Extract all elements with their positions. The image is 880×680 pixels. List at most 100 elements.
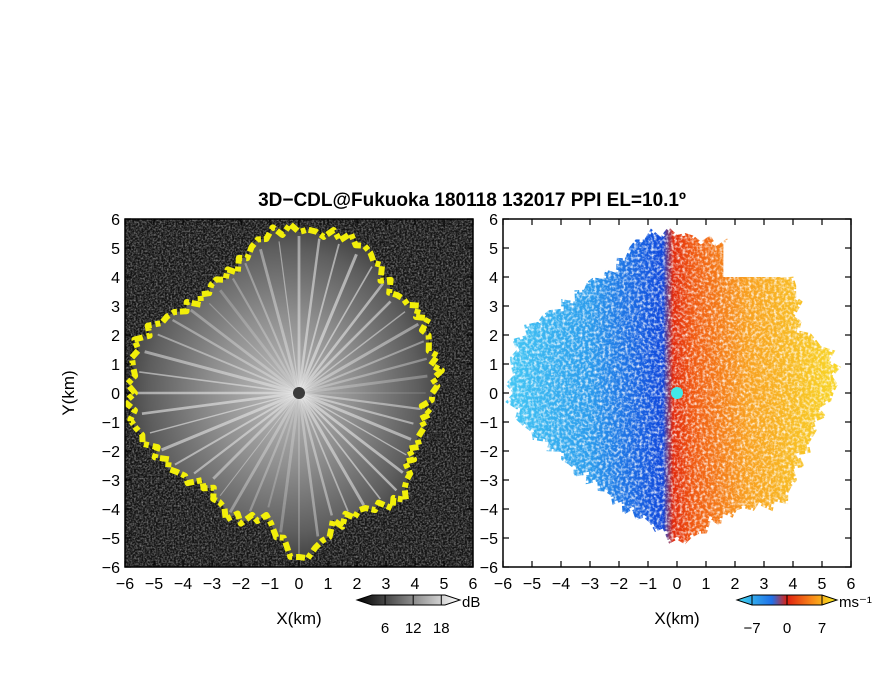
reflectivity-ray — [231, 277, 300, 394]
reflectivity-ray — [228, 392, 301, 514]
velocity-echo-edge — [503, 222, 846, 548]
reflectivity-ray — [298, 392, 349, 512]
x-tick-label: −3 — [203, 576, 221, 593]
reflectivity-ray — [259, 248, 301, 394]
x-tick-label: −4 — [174, 576, 192, 593]
x-tick-label: 1 — [702, 576, 711, 593]
reflectivity-ray — [297, 253, 358, 394]
x-tick-label: 2 — [731, 576, 740, 593]
reflectivity-colorbar: 6 12 18 dB — [355, 594, 480, 637]
reflectivity-ray — [267, 392, 300, 508]
chart-title: 3D−CDL@Fukuoka 180118 132017 PPI EL=10.1… — [258, 190, 686, 211]
velocity-panel: −6 −5 −4 −3 −2 −1 0 1 2 3 4 5 6 6 5 4 3 2 1 0 −1 −2 −3 −4 −5 −6 X… — [480, 212, 856, 628]
reflectivity-ray — [297, 392, 320, 537]
reflectivity-ray — [174, 392, 300, 466]
reflectivity-ray — [278, 241, 300, 394]
colorbar-tick-label: 12 — [405, 620, 422, 637]
velocity-colorbar: −7 0 7 ms⁻¹ — [735, 594, 872, 637]
colorbar-unit-right: ms⁻¹ — [839, 594, 872, 611]
x-tick-label: 4 — [411, 576, 420, 593]
reflectivity-ray — [141, 391, 300, 416]
reflectivity-ray — [298, 374, 428, 395]
x-tick-label: 2 — [353, 576, 362, 593]
reflectivity-ray — [157, 333, 300, 394]
velocity-speckle — [505, 226, 842, 545]
y-tick-label: 6 — [111, 212, 120, 229]
reflectivity-ray — [298, 391, 414, 425]
colorbar-unit: dB — [462, 594, 480, 611]
colorbar-tick-label: −7 — [743, 620, 760, 637]
y-tick-label: 1 — [489, 357, 498, 374]
reflectivity-ray — [298, 391, 404, 474]
y-tick-label: −4 — [102, 502, 120, 519]
y-tick-label: −3 — [102, 473, 120, 490]
reflectivity-ray — [298, 243, 340, 394]
x-tick-label: 0 — [295, 576, 304, 593]
reflectivity-ray — [139, 371, 300, 394]
x-tick-label: −1 — [261, 576, 279, 593]
x-tick-label: 1 — [324, 576, 333, 593]
y-tick-label: 4 — [111, 270, 120, 287]
x-tick-label: 6 — [847, 576, 856, 593]
reflectivity-ray — [297, 282, 384, 394]
reflectivity-ray — [298, 311, 406, 394]
x-tick-label: 0 — [673, 576, 682, 593]
x-tick-label: 5 — [818, 576, 827, 593]
y-tick-label: 5 — [111, 241, 120, 258]
y-tick-label: 6 — [489, 212, 498, 229]
reflectivity-ray — [248, 392, 301, 512]
reflectivity-ray — [298, 391, 421, 411]
colorbar-tick-label: 7 — [818, 620, 826, 637]
reflectivity-ray — [279, 392, 301, 533]
reflectivity-ray — [297, 392, 334, 516]
reflectivity-ray — [297, 392, 366, 506]
x-tick-label: −3 — [581, 576, 599, 593]
y-tick-label: 0 — [111, 386, 120, 403]
velocity-missing-region — [723, 242, 788, 277]
y-tick-label: −2 — [480, 444, 498, 461]
y-tick-label: 5 — [489, 241, 498, 258]
reflectivity-ray — [149, 392, 300, 434]
y-tick-label: 1 — [111, 357, 120, 374]
reflectivity-ray — [144, 350, 300, 395]
reflectivity-ray — [298, 266, 373, 394]
colorbar-gray-body — [355, 594, 462, 606]
y-tick-label: 3 — [489, 299, 498, 316]
x-tick-label: 6 — [469, 576, 478, 593]
x-tick-label: 5 — [440, 576, 449, 593]
x-tick-label: 4 — [789, 576, 798, 593]
y-tick-label: 2 — [489, 328, 498, 345]
reflectivity-ray — [298, 300, 392, 394]
reflectivity-ray — [171, 318, 300, 395]
x-tick-label: −2 — [232, 576, 250, 593]
velocity-axes: −6 −5 −4 −3 −2 −1 0 1 2 3 4 5 6 6 5 4 3 2 1 0 −1 −2 −3 −4 −5 −6 — [480, 212, 856, 593]
reflectivity-ray — [189, 308, 300, 395]
x-tick-label: −2 — [610, 576, 628, 593]
x-tick-label: −6 — [494, 576, 512, 593]
reflectivity-ray — [298, 340, 425, 394]
reflectivity-ray — [298, 392, 398, 492]
x-axis-label: X(km) — [276, 609, 321, 628]
reflectivity-ray — [160, 391, 300, 452]
y-tick-label: −5 — [480, 531, 498, 548]
reflectivity-ray — [244, 262, 300, 394]
reflectivity-ray — [208, 302, 300, 394]
y-tick-label: −1 — [480, 415, 498, 432]
y-tick-label: −6 — [480, 560, 498, 577]
reflectivity-echo-edge — [125, 221, 445, 562]
y-tick-label: −6 — [102, 560, 120, 577]
y-tick-label: 3 — [111, 299, 120, 316]
velocity-site-marker — [671, 387, 683, 399]
x-tick-label: −1 — [639, 576, 657, 593]
reflectivity-panel: −6 −5 −4 −3 −2 −1 0 1 2 3 4 5 6 6 5 4 3 2 1 0 −1 −2 −3 −4 −5 −6 X… — [59, 212, 478, 628]
radar-site-marker — [293, 387, 305, 399]
x-tick-label: −5 — [523, 576, 541, 593]
reflectivity-ray — [298, 322, 420, 395]
reflectivity-ray — [219, 289, 301, 394]
reflectivity-ray — [193, 392, 300, 475]
y-tick-label: −2 — [102, 444, 120, 461]
y-tick-label: −1 — [102, 415, 120, 432]
x-axis-label-right: X(km) — [654, 609, 699, 628]
reflectivity-ray — [298, 392, 407, 456]
